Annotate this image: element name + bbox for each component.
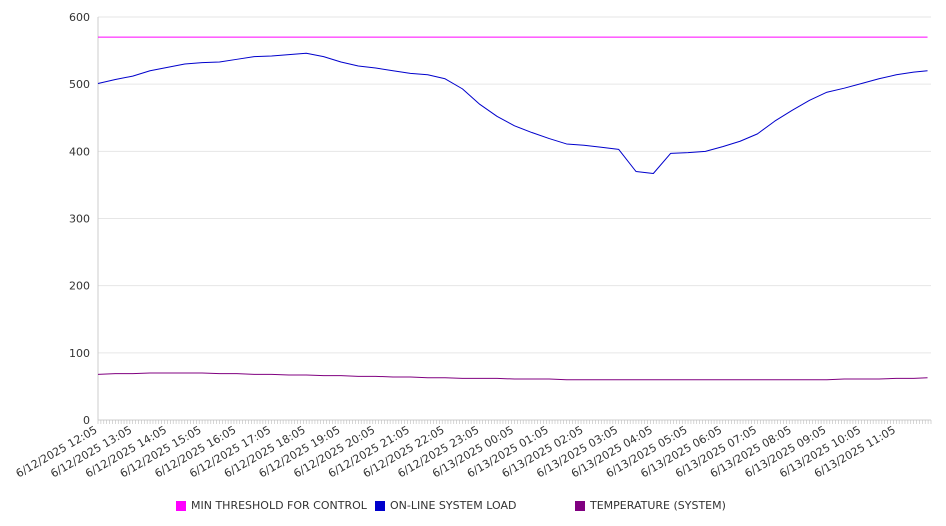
legend-item-system-load: ON-LINE SYSTEM LOAD <box>375 499 516 512</box>
y-tick-label: 500 <box>69 78 90 91</box>
legend-swatch <box>375 500 385 511</box>
y-tick-label: 600 <box>69 11 90 24</box>
legend-item-temperature: TEMPERATURE (SYSTEM) <box>575 499 726 512</box>
y-tick-label: 400 <box>69 145 90 158</box>
legend: MIN THRESHOLD FOR CONTROL ON-LINE SYSTEM… <box>0 497 946 517</box>
series-layer <box>97 36 928 381</box>
x-axis: 6/12/2025 12:056/12/2025 13:056/12/2025 … <box>14 419 932 480</box>
y-tick-label: 200 <box>69 280 90 293</box>
legend-label: TEMPERATURE (SYSTEM) <box>590 499 726 512</box>
series-line-2 <box>97 372 928 381</box>
legend-label: ON-LINE SYSTEM LOAD <box>390 499 517 512</box>
y-axis: 0 100 200 300 400 500 600 <box>69 11 99 427</box>
y-tick-label: 0 <box>83 414 90 427</box>
grid <box>98 16 931 421</box>
series-line-1 <box>97 52 928 174</box>
y-tick-label: 300 <box>69 213 90 226</box>
legend-item-threshold: MIN THRESHOLD FOR CONTROL <box>176 499 367 512</box>
legend-swatch <box>176 500 186 511</box>
legend-label: MIN THRESHOLD FOR CONTROL <box>191 499 367 512</box>
legend-swatch <box>575 500 585 511</box>
y-tick-label: 100 <box>69 347 90 360</box>
